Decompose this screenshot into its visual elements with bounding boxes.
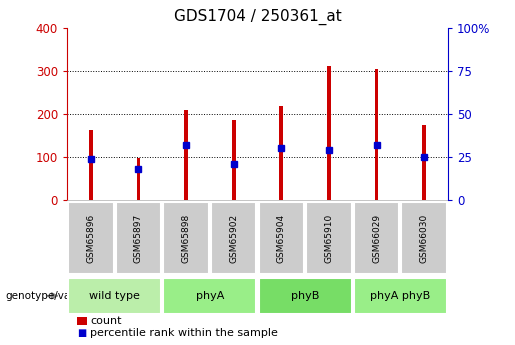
Title: GDS1704 / 250361_at: GDS1704 / 250361_at <box>174 9 341 25</box>
Bar <box>184 110 188 200</box>
Text: phyA phyB: phyA phyB <box>370 291 431 301</box>
Bar <box>136 158 140 200</box>
Bar <box>280 106 283 200</box>
Text: phyB: phyB <box>291 291 319 301</box>
Text: GSM65896: GSM65896 <box>87 214 95 263</box>
Text: GSM65897: GSM65897 <box>134 214 143 263</box>
Text: GSM66029: GSM66029 <box>372 214 381 263</box>
Text: wild type: wild type <box>89 291 140 301</box>
Text: ■: ■ <box>77 328 87 338</box>
Bar <box>89 130 93 200</box>
Bar <box>422 125 426 200</box>
Text: GSM65904: GSM65904 <box>277 214 286 263</box>
Bar <box>375 69 379 200</box>
Text: count: count <box>90 316 122 326</box>
Bar <box>232 120 235 200</box>
Text: GSM66030: GSM66030 <box>420 214 428 263</box>
Text: phyA: phyA <box>196 291 224 301</box>
Text: GSM65910: GSM65910 <box>324 214 333 263</box>
Text: genotype/variation: genotype/variation <box>5 291 104 301</box>
Text: percentile rank within the sample: percentile rank within the sample <box>90 328 278 338</box>
Text: GSM65902: GSM65902 <box>229 214 238 263</box>
Text: GSM65898: GSM65898 <box>182 214 191 263</box>
Bar <box>327 66 331 200</box>
